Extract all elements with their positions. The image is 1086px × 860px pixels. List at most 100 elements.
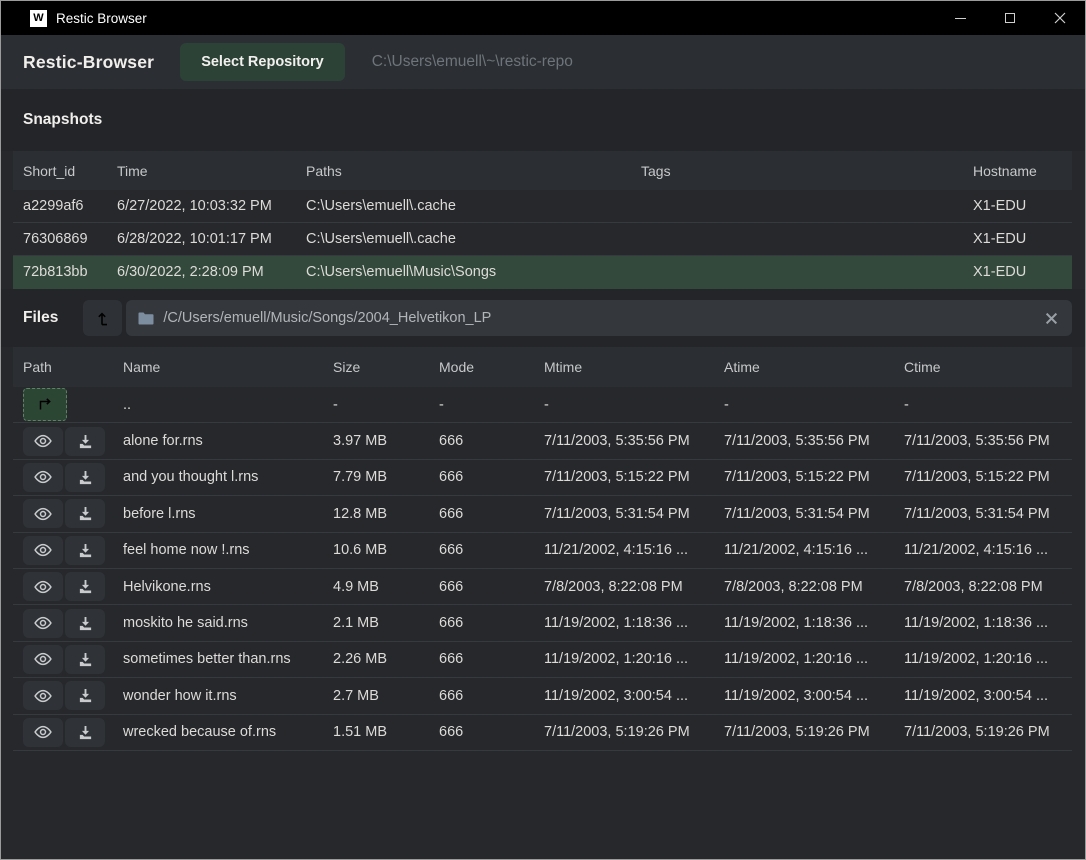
download-button[interactable] bbox=[65, 681, 105, 711]
preview-button[interactable] bbox=[23, 499, 63, 529]
snapshot-paths: C:\Users\emuell\.cache bbox=[306, 231, 456, 247]
snapshots-heading: Snapshots bbox=[23, 111, 103, 128]
file-atime: 7/11/2003, 5:15:22 PM bbox=[724, 469, 870, 486]
download-icon bbox=[79, 580, 91, 594]
close-icon bbox=[1054, 12, 1066, 24]
file-ctime: 7/11/2003, 5:19:26 PM bbox=[904, 724, 1050, 741]
file-mode: 666 bbox=[439, 578, 464, 595]
file-ctime: - bbox=[904, 396, 909, 413]
file-size: 3.97 MB bbox=[333, 433, 387, 450]
close-button[interactable] bbox=[1035, 1, 1085, 35]
clear-path-button[interactable] bbox=[1043, 310, 1060, 327]
snapshot-hostname: X1-EDU bbox=[973, 231, 1027, 247]
download-icon bbox=[79, 689, 91, 703]
eye-icon bbox=[34, 653, 52, 666]
minimize-icon bbox=[954, 17, 966, 19]
preview-button[interactable] bbox=[23, 644, 63, 674]
snapshots-table-header: Short_id Time Paths Tags Hostname bbox=[13, 151, 1072, 190]
maximize-button[interactable] bbox=[985, 1, 1035, 35]
file-atime: 7/11/2003, 5:19:26 PM bbox=[724, 724, 870, 741]
col-time: Time bbox=[117, 162, 148, 179]
download-button[interactable] bbox=[65, 535, 105, 565]
current-path-bar[interactable]: /C/Users/emuell/Music/Songs/2004_Helveti… bbox=[126, 300, 1072, 336]
col-short-id: Short_id bbox=[23, 162, 76, 179]
snapshot-hostname: X1-EDU bbox=[973, 198, 1027, 214]
download-button[interactable] bbox=[65, 717, 105, 747]
window-title: Restic Browser bbox=[56, 10, 147, 26]
snapshot-row[interactable]: 76306869 6/28/2022, 10:01:17 PM C:\Users… bbox=[13, 223, 1072, 256]
download-button[interactable] bbox=[65, 608, 105, 638]
snapshot-short-id: 72b813bb bbox=[23, 264, 88, 280]
file-atime: 7/8/2003, 8:22:08 PM bbox=[724, 578, 863, 595]
col-path: Path bbox=[23, 359, 52, 375]
file-mode: 666 bbox=[439, 615, 464, 632]
file-atime: 11/19/2002, 1:18:36 ... bbox=[724, 615, 869, 632]
snapshot-row-selected[interactable]: 72b813bb 6/30/2022, 2:28:09 PM C:\Users\… bbox=[13, 256, 1072, 289]
up-directory-icon bbox=[98, 311, 107, 325]
file-size: 10.6 MB bbox=[333, 542, 387, 559]
close-icon bbox=[1045, 312, 1058, 324]
file-mtime: 7/8/2003, 8:22:08 PM bbox=[544, 578, 683, 595]
file-mode: 666 bbox=[439, 469, 464, 486]
maximize-icon bbox=[1005, 13, 1015, 23]
col-mode: Mode bbox=[439, 359, 475, 375]
file-ctime: 7/11/2003, 5:15:22 PM bbox=[904, 469, 1050, 486]
file-name: alone for.rns bbox=[123, 433, 203, 450]
download-button[interactable] bbox=[65, 644, 105, 674]
download-button[interactable] bbox=[65, 499, 105, 529]
file-row: moskito he said.rns 2.1 MB 666 11/19/200… bbox=[13, 605, 1072, 642]
go-to-root-button[interactable] bbox=[83, 300, 123, 336]
file-mtime: 11/21/2002, 4:15:16 ... bbox=[544, 542, 689, 559]
preview-button[interactable] bbox=[23, 608, 63, 638]
file-size: 7.79 MB bbox=[333, 469, 387, 486]
file-mode: 666 bbox=[439, 505, 464, 522]
file-atime: 11/19/2002, 3:00:54 ... bbox=[724, 687, 869, 704]
download-button[interactable] bbox=[65, 572, 105, 602]
file-name: Helvikone.rns bbox=[123, 578, 211, 595]
snapshot-row[interactable]: a2299af6 6/27/2022, 10:03:32 PM C:\Users… bbox=[13, 190, 1072, 223]
eye-icon bbox=[34, 726, 52, 739]
file-mtime: 11/19/2002, 1:18:36 ... bbox=[544, 615, 689, 632]
file-mtime: 7/11/2003, 5:35:56 PM bbox=[544, 433, 690, 450]
app-title: Restic-Browser bbox=[23, 51, 155, 72]
file-ctime: 11/19/2002, 1:18:36 ... bbox=[904, 615, 1049, 632]
up-right-arrow-icon bbox=[39, 398, 51, 410]
file-ctime: 7/11/2003, 5:35:56 PM bbox=[904, 433, 1050, 450]
file-ctime: 7/8/2003, 8:22:08 PM bbox=[904, 578, 1043, 595]
file-mtime: 11/19/2002, 3:00:54 ... bbox=[544, 687, 689, 704]
files-heading: Files bbox=[23, 309, 59, 326]
preview-button[interactable] bbox=[23, 572, 63, 602]
preview-button[interactable] bbox=[23, 426, 63, 456]
file-atime: - bbox=[724, 396, 729, 413]
repository-path: C:\Users\emuell\~\restic-repo bbox=[371, 53, 573, 70]
download-button[interactable] bbox=[65, 426, 105, 456]
file-atime: 7/11/2003, 5:35:56 PM bbox=[724, 433, 870, 450]
file-ctime: 7/11/2003, 5:31:54 PM bbox=[904, 505, 1050, 522]
files-section-header: Files /C/Users/emuell/Music/Songs/2004_H… bbox=[1, 289, 1085, 347]
download-button[interactable] bbox=[65, 462, 105, 492]
preview-button[interactable] bbox=[23, 717, 63, 747]
col-name: Name bbox=[123, 359, 161, 375]
parent-directory-row: .. - - - - - bbox=[13, 387, 1072, 424]
file-row: and you thought l.rns 7.79 MB 666 7/11/2… bbox=[13, 460, 1072, 497]
snapshots-table: Short_id Time Paths Tags Hostname a2299a… bbox=[13, 151, 1072, 289]
file-mode: 666 bbox=[439, 724, 464, 741]
file-size: 4.9 MB bbox=[333, 578, 379, 595]
go-up-button[interactable] bbox=[23, 388, 67, 422]
file-size: 2.26 MB bbox=[333, 651, 387, 668]
file-row: wrecked because of.rns 1.51 MB 666 7/11/… bbox=[13, 715, 1072, 751]
snapshot-short-id: a2299af6 bbox=[23, 198, 84, 214]
file-mode: 666 bbox=[439, 542, 464, 559]
select-repository-button[interactable]: Select Repository bbox=[180, 43, 345, 81]
minimize-button[interactable] bbox=[935, 1, 985, 35]
file-name: moskito he said.rns bbox=[123, 615, 248, 632]
col-mtime: Mtime bbox=[544, 359, 583, 375]
preview-button[interactable] bbox=[23, 535, 63, 565]
snapshot-short-id: 76306869 bbox=[23, 231, 88, 247]
file-row: alone for.rns 3.97 MB 666 7/11/2003, 5:3… bbox=[13, 423, 1072, 460]
preview-button[interactable] bbox=[23, 462, 63, 492]
preview-button[interactable] bbox=[23, 681, 63, 711]
file-size: 12.8 MB bbox=[333, 505, 387, 522]
snapshot-paths: C:\Users\emuell\.cache bbox=[306, 198, 456, 214]
eye-icon bbox=[34, 434, 52, 448]
